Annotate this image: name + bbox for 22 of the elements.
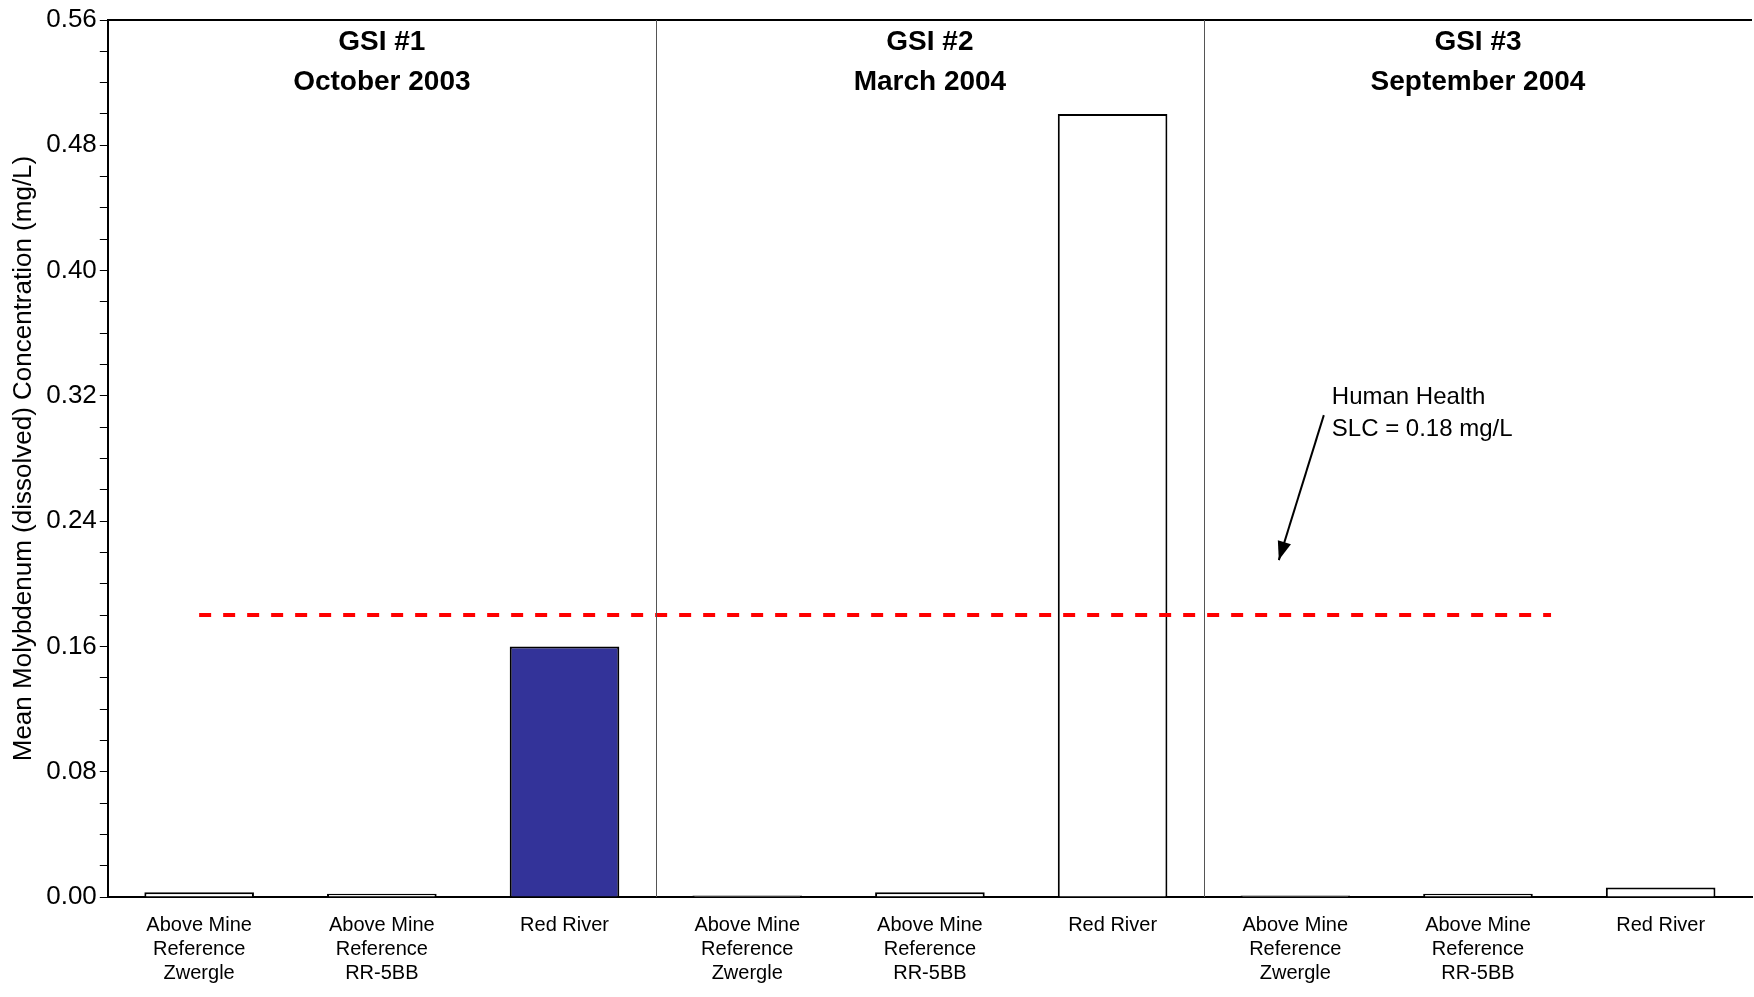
x-tick-label: Red River (1616, 912, 1706, 935)
y-tick-label: 0.08 (46, 754, 97, 785)
y-tick-label: 0.00 (46, 880, 97, 911)
annotation: GSI #1 October 2003 (293, 24, 471, 96)
x-tick-label: Above Mine Reference RR-5BB (1425, 912, 1531, 983)
x-tick-label: Red River (520, 912, 610, 935)
x-tick-label: Above Mine Reference Zwergle (146, 912, 252, 983)
x-tick-label: Above Mine Reference Zwergle (694, 912, 801, 983)
y-tick-label: 0.48 (46, 128, 97, 159)
annotation: GSI #2 March 2004 (853, 24, 1007, 96)
x-tick-label: Above Mine Reference Zwergle (1242, 912, 1349, 983)
y-tick-label: 0.40 (46, 253, 97, 284)
annotation: Human Health SLC = 0.18 mg/L (1331, 381, 1513, 441)
x-tick-label: Red River (1068, 912, 1158, 935)
y-tick-label: 0.32 (46, 379, 97, 410)
annotation: GSI #3 September 2004 (1370, 24, 1586, 96)
x-tick-label: Above Mine Reference RR-5BB (329, 912, 435, 983)
x-tick-label: Above Mine Reference RR-5BB (877, 912, 983, 983)
y-tick-label: 0.24 (46, 504, 97, 535)
y-tick-label: 0.16 (46, 629, 97, 660)
y-axis-title: Mean Molybdenum (dissolved) Concentration (mg/L) (6, 155, 37, 762)
y-tick-label: 0.56 (46, 3, 97, 34)
